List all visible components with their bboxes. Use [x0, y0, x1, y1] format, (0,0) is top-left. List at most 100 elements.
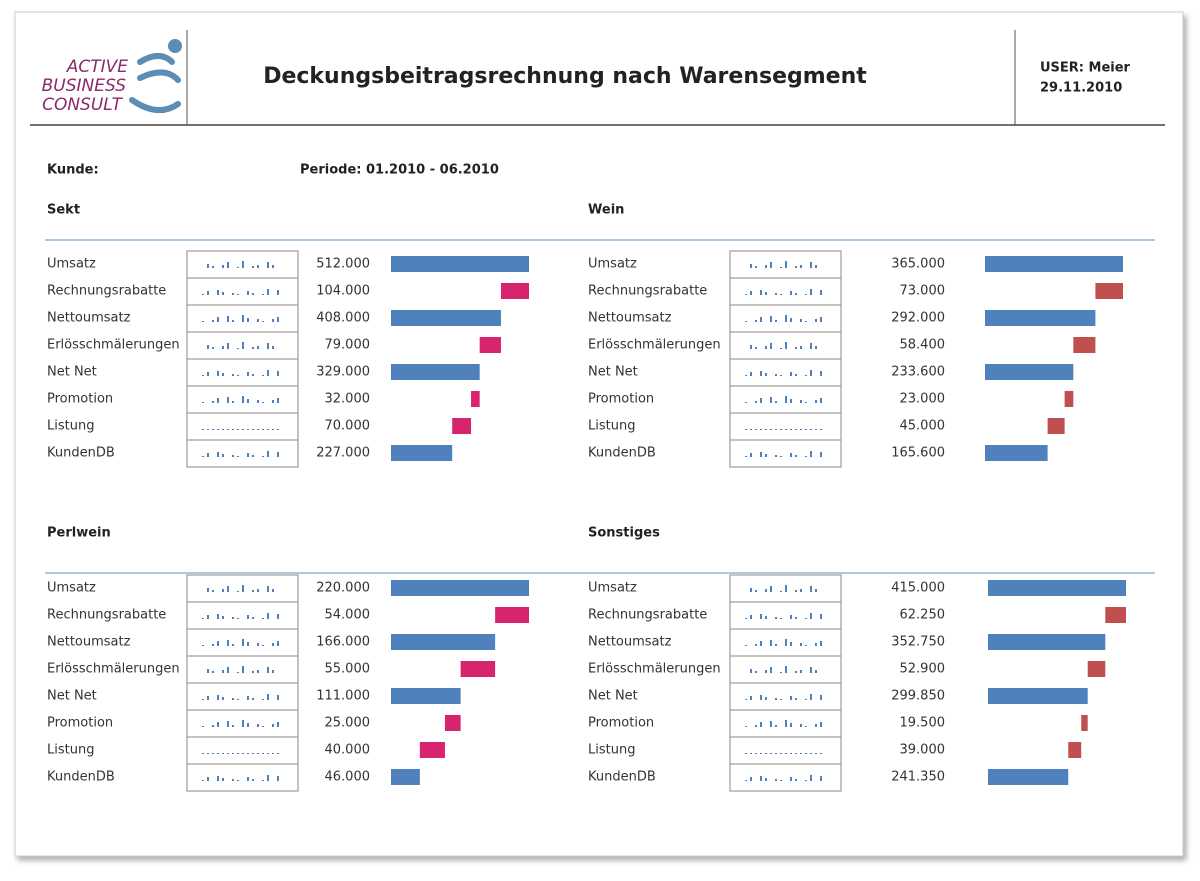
waterfall-bar	[419, 742, 445, 758]
sparkline-dot	[242, 639, 244, 646]
row-label: Listung	[47, 743, 94, 758]
sparkline-dot	[760, 429, 762, 430]
sparkline-dot	[790, 453, 792, 457]
sparkline-dot	[212, 401, 214, 403]
sparkline-dot	[227, 640, 229, 646]
sparkline-dot	[755, 725, 757, 727]
row-label: Listung	[588, 419, 635, 434]
sparkline-dot	[770, 667, 772, 673]
value-label: 23.000	[900, 392, 946, 407]
sparkline-dot	[755, 401, 757, 403]
sparkline-dot	[745, 618, 747, 619]
waterfall-bar	[988, 580, 1126, 596]
sparkline-dot	[257, 429, 259, 430]
sparkline-dot	[232, 320, 234, 322]
sparkline-dot	[232, 644, 234, 646]
sparkline-dot	[237, 375, 239, 376]
sparkline-dot	[217, 776, 219, 781]
sparkline-dot	[247, 429, 249, 430]
waterfall-bar	[985, 310, 1096, 326]
row-label: Erlösschmälerungen	[47, 338, 180, 353]
sparkline-dot	[252, 347, 254, 349]
sparkline-dot	[267, 667, 269, 673]
user: USER: Meier	[1040, 61, 1131, 76]
sparkline-dot	[247, 777, 249, 781]
sparkline-dot	[277, 452, 279, 457]
sparkline-dot	[795, 698, 797, 700]
row-label: Net Net	[47, 365, 97, 380]
panel-title: Wein	[588, 203, 624, 218]
sparkline-dot	[267, 429, 269, 430]
sparkline-dot	[232, 698, 234, 700]
sparkline-dot	[257, 643, 259, 646]
date: 29.11.2010	[1040, 81, 1122, 96]
sparkline-dot	[820, 371, 822, 376]
sparkline-dot	[212, 725, 214, 727]
sparkline-dot	[222, 778, 224, 781]
sparkline-dot	[232, 429, 234, 430]
row-label: Promotion	[588, 716, 654, 731]
sparkline-dot	[272, 589, 274, 592]
sparkline-dot	[775, 293, 777, 295]
row-label: Rechnungsrabatte	[588, 284, 707, 299]
sparkline-dot	[207, 753, 209, 754]
sparkline-dot	[790, 615, 792, 619]
sparkline-dot	[790, 429, 792, 430]
sparkline-dot	[252, 779, 254, 781]
sparkline-box	[186, 736, 299, 765]
sparkline-dot	[222, 265, 224, 268]
sparkline-dot	[805, 456, 807, 457]
sparkline-dot	[775, 374, 777, 376]
waterfall-bar	[985, 256, 1123, 272]
row-label: Rechnungsrabatte	[588, 608, 707, 623]
sparkline-dot	[252, 374, 254, 376]
sparkline-dot	[217, 452, 219, 457]
sparkline-dot	[750, 777, 752, 781]
sparkline-dot	[217, 695, 219, 700]
sparkline-dot	[745, 456, 747, 457]
sparkline-dot	[800, 589, 802, 592]
logo: ACTIVE BUSINESS CONSULT	[42, 57, 129, 115]
sparkline-dot	[770, 343, 772, 349]
sparkline-dot	[252, 671, 254, 673]
sparkline-dot	[770, 753, 772, 754]
sparkline-dot	[770, 586, 772, 592]
sparkline-dot	[242, 261, 244, 268]
sparkline-dot	[272, 724, 274, 727]
sparkline-dot	[257, 724, 259, 727]
sparkline-dot	[770, 429, 772, 430]
value-label: 52.900	[900, 662, 946, 677]
sparkline-dot	[780, 618, 782, 619]
sparkline-dot	[217, 753, 219, 754]
value-label: 166.000	[316, 635, 370, 650]
sparkline-dot	[257, 319, 259, 322]
sparkline-box	[186, 412, 299, 441]
sparkline-dot	[227, 429, 229, 430]
sparkline-dot	[247, 723, 249, 727]
sparkline-dot	[232, 374, 234, 376]
sparkline-dot	[277, 317, 279, 322]
sparkline-dot	[237, 294, 239, 295]
waterfall-bar	[1047, 418, 1065, 434]
sparkline-dot	[262, 429, 264, 430]
sparkline-dot	[795, 753, 797, 754]
sparkline-dot	[785, 261, 787, 268]
sparkline-dot	[217, 429, 219, 430]
sparkline-dot	[267, 289, 269, 295]
sparkline-dot	[780, 294, 782, 295]
sparkline-dot	[277, 753, 279, 754]
sparkline-dot	[805, 429, 807, 430]
sparkline-dot	[760, 776, 762, 781]
sparkline-dot	[212, 590, 214, 592]
sparkline-dot	[745, 726, 747, 727]
sparkline-dot	[770, 397, 772, 403]
sparkline-dot	[272, 643, 274, 646]
sparkline-dot	[785, 429, 787, 430]
sparkline-dot	[765, 265, 767, 268]
sparkline-dot	[750, 291, 752, 295]
sparkline-dot	[232, 401, 234, 403]
sparkline-dot	[242, 666, 244, 673]
panel-title: Perlwein	[47, 526, 111, 541]
sparkline-dot	[237, 672, 239, 673]
sparkline-dot	[207, 453, 209, 457]
